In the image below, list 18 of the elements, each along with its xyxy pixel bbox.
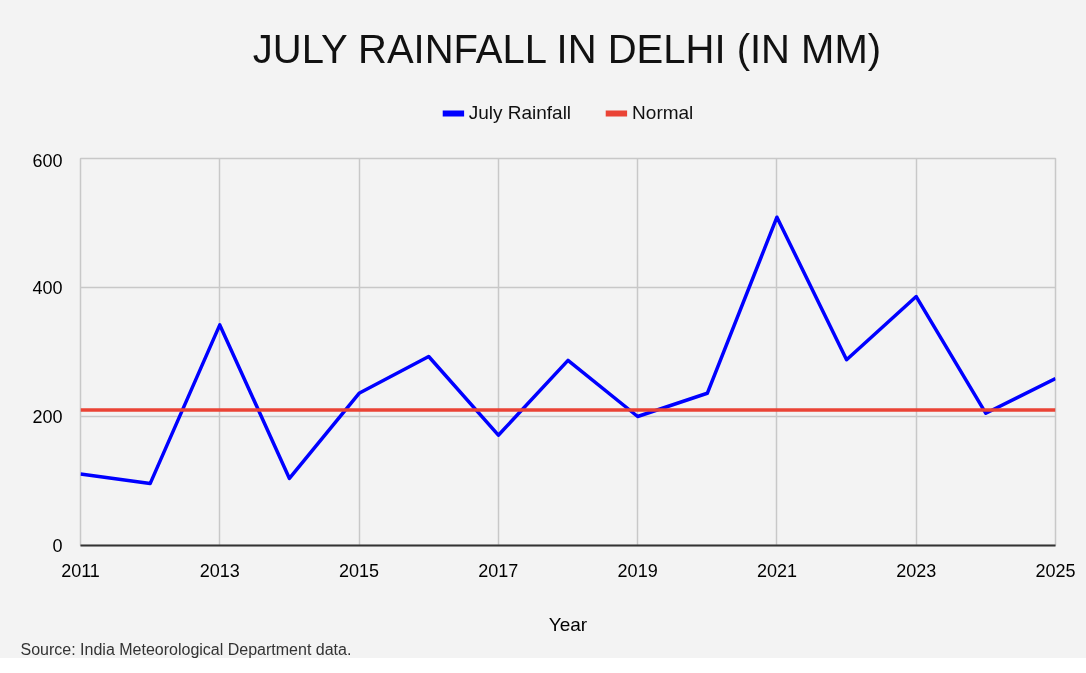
x-tick-label: 2019	[617, 560, 658, 581]
source-note: Source: India Meteorological Department data.	[20, 640, 352, 658]
x-tick-label: 2015	[339, 560, 380, 581]
x-axis-title: Year	[548, 613, 588, 635]
x-tick-label: 2021	[756, 560, 797, 581]
legend-label: July Rainfall	[468, 102, 572, 124]
x-tick-label: 2017	[478, 560, 519, 581]
y-tick-label: 600	[32, 150, 63, 171]
x-tick-label: 2023	[896, 560, 937, 581]
y-tick-label: 200	[32, 407, 63, 427]
y-tick-label: 0	[52, 536, 63, 556]
line-series	[80, 215, 1056, 486]
x-tick-label: 2011	[61, 560, 100, 581]
chart-title: JULY RAINFALL IN DELHI (IN MM)	[252, 26, 882, 71]
x-tick-label: 2025	[1035, 560, 1076, 581]
y-tick-label: 400	[32, 278, 63, 298]
legend-label: Normal	[632, 102, 694, 124]
x-tick-label: 2013	[199, 560, 240, 581]
